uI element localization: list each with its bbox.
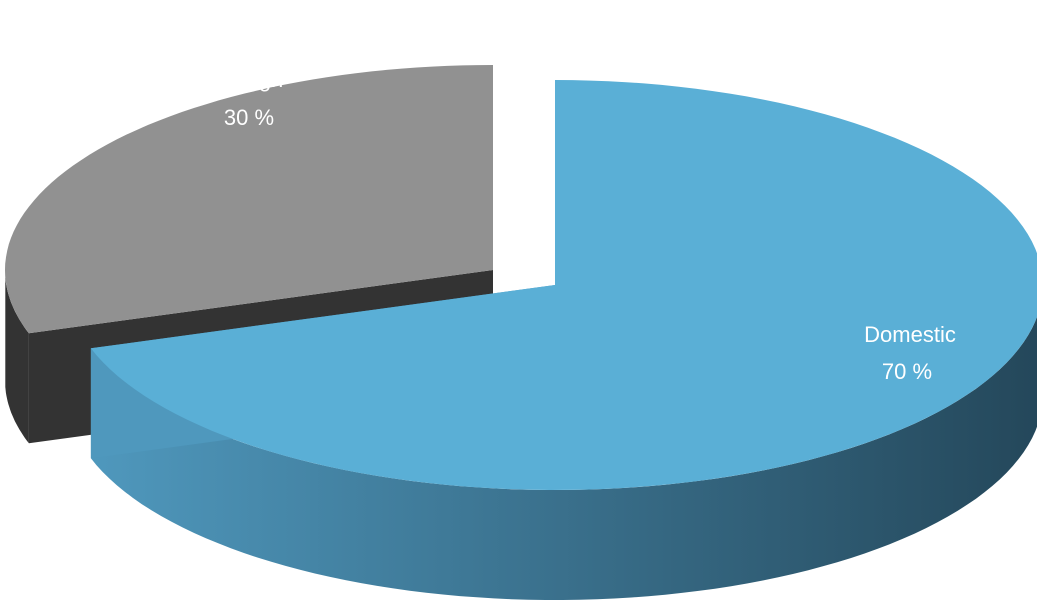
foreign-label: Foreign	[209, 67, 284, 92]
slice-foreign-top	[5, 65, 493, 334]
domestic-value-label: 70 %	[882, 359, 932, 384]
slice-domestic	[90, 80, 1037, 600]
slice-domestic-top	[90, 80, 1037, 490]
slice-domestic-side-rim	[90, 316, 1037, 600]
domestic-label: Domestic	[864, 322, 956, 347]
slice-foreign-side-left	[5, 277, 29, 444]
foreign-value-label: 30 %	[224, 105, 274, 130]
